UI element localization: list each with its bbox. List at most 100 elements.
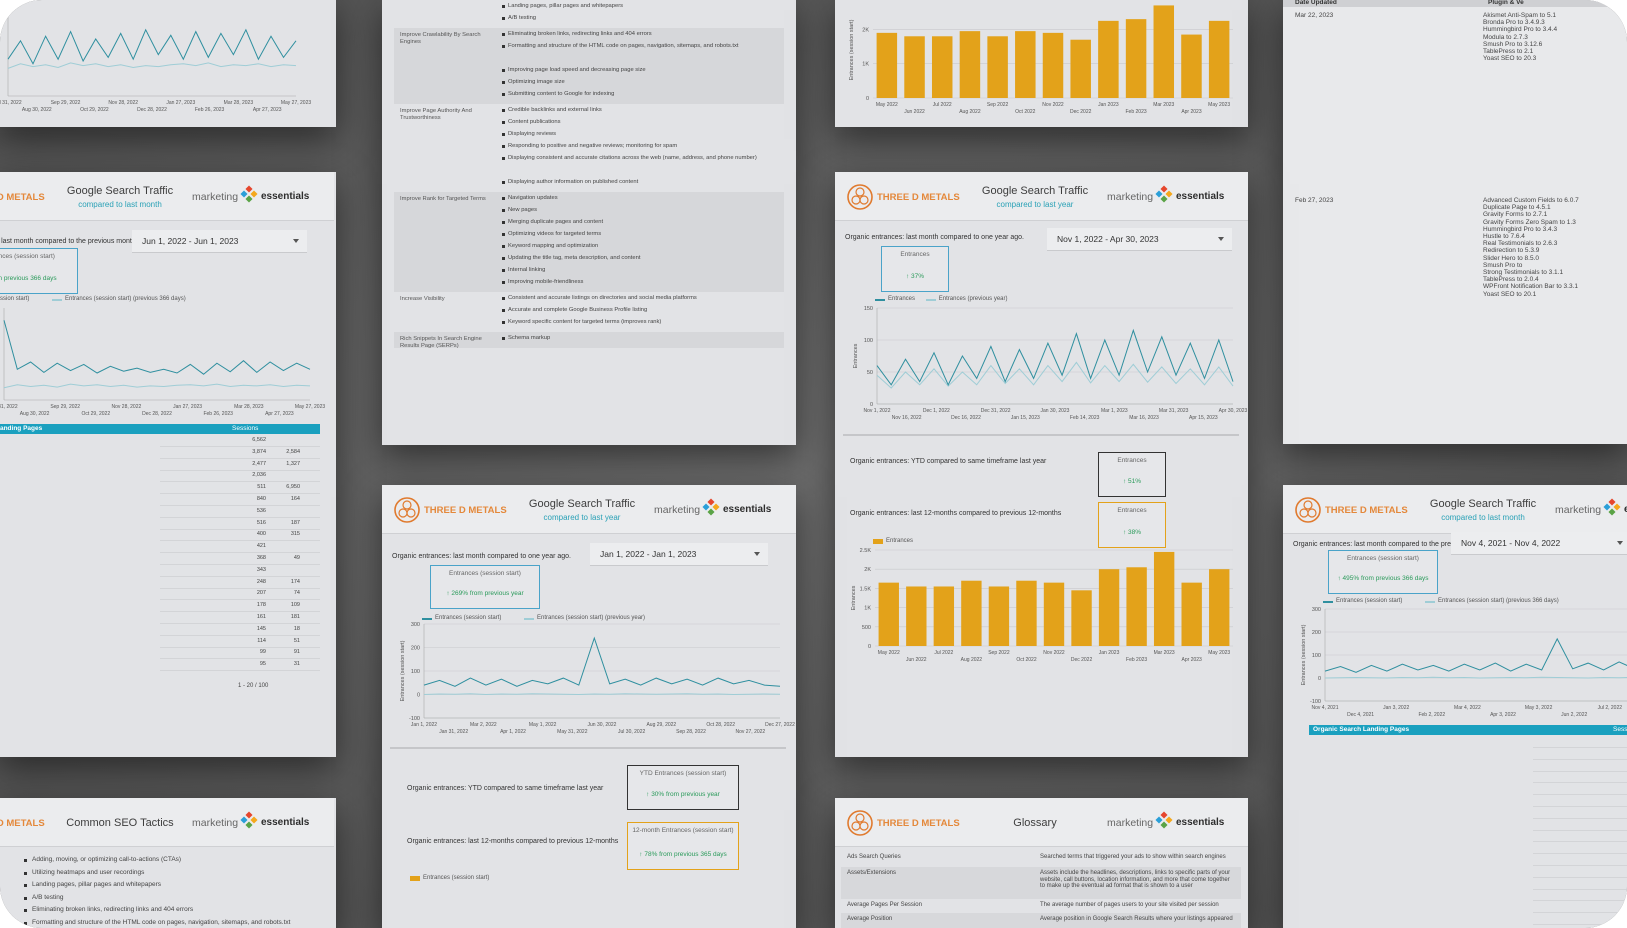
legend-label: Entrances (session start) xyxy=(435,615,502,621)
y-axis-label: Entrances xyxy=(853,343,859,368)
y-axis-label: Entrances xyxy=(851,585,857,610)
plugin: Bronda Pro to 3.4.9.3 xyxy=(1483,19,1545,27)
partner-name: essentials xyxy=(1176,191,1225,202)
cell: 31 xyxy=(293,661,300,668)
tactic: Landing pages, pillar pages and whitepap… xyxy=(508,3,624,9)
x-tick-label: Jun 30, 2022 xyxy=(588,722,617,728)
legend-label: Entrances xyxy=(888,296,916,302)
row-line xyxy=(1533,794,1627,796)
partner-logo xyxy=(240,185,258,203)
scorecard-label: Entrances xyxy=(900,251,930,258)
date-range-picker[interactable]: Nov 1, 2022 - Apr 30, 2023 xyxy=(1047,228,1232,251)
cell: 51 xyxy=(293,637,300,644)
date-range-picker[interactable]: Jan 1, 2022 - Jan 1, 2023 xyxy=(590,543,768,566)
partner-name: marketing xyxy=(654,504,701,516)
row-line xyxy=(1533,841,1627,843)
bar xyxy=(1098,20,1119,98)
logo-dot xyxy=(859,821,869,831)
cell: 3,874 xyxy=(252,448,266,455)
bullet xyxy=(502,69,505,72)
logo-tile xyxy=(245,821,253,829)
x-tick-label: Nov 28, 2022 xyxy=(112,404,142,410)
x-tick-label: May 27, 2023 xyxy=(281,100,312,106)
bar xyxy=(931,36,953,98)
logo-dot xyxy=(1303,500,1313,510)
bar xyxy=(1209,569,1230,646)
cell: 248 xyxy=(256,578,266,585)
legend-label: Entrances (previous year) xyxy=(938,296,1008,302)
card: THREE D METALS Glossary marketing essential… xyxy=(835,798,1248,928)
data-line xyxy=(876,328,1234,386)
scorecard-value: ↑ 269% from previous year xyxy=(446,590,524,597)
x-tick-label: Oct 29, 2022 xyxy=(81,411,110,417)
plugin: Smush Pro to xyxy=(1483,261,1523,269)
table-header xyxy=(0,424,320,434)
plugin: Hummingbird Pro to 3.4.3 xyxy=(1483,225,1558,233)
tactic: Consistent and accurate listings on dire… xyxy=(508,295,697,301)
logo-tile xyxy=(245,811,253,819)
report-subtitle: compared to last month xyxy=(78,200,162,209)
row-line xyxy=(160,646,320,648)
logo-tile xyxy=(707,508,715,516)
bullet xyxy=(502,197,505,200)
bar xyxy=(1208,20,1230,98)
table-row xyxy=(394,332,784,348)
x-tick-label: May 3, 2022 xyxy=(1525,705,1553,711)
x-tick-label: Feb 26, 2023 xyxy=(195,107,225,113)
y-tick-label: 2K xyxy=(864,567,871,573)
partner-logo xyxy=(1155,811,1173,829)
cell: 114 xyxy=(257,637,266,644)
table-header xyxy=(1283,0,1627,7)
scorecard: 12-month Entrances (session start) ↑ 78% … xyxy=(627,822,739,870)
x-tick-label: Nov 4, 2021 xyxy=(1312,705,1339,711)
x-tick-label: Jul 30, 2022 xyxy=(618,729,645,735)
logo-tile xyxy=(240,816,248,824)
divider xyxy=(390,747,786,749)
row-line xyxy=(160,670,320,672)
plugin: Advanced Custom Fields to 6.0.7 xyxy=(1483,197,1579,204)
bullet xyxy=(24,871,27,875)
term: Average Position xyxy=(847,916,893,922)
column-header: Date Updated xyxy=(1295,0,1337,6)
bullet xyxy=(24,896,27,900)
tactic: Utilizing heatmaps and user recordings xyxy=(32,868,145,876)
row-line xyxy=(160,481,320,483)
x-tick-label: Feb 14, 2023 xyxy=(1070,415,1100,421)
brand-name: THREE D METALS xyxy=(0,818,45,829)
report-header xyxy=(1283,485,1627,534)
row-line xyxy=(160,587,320,589)
tactic: Internal linking xyxy=(508,267,546,273)
bar xyxy=(1015,31,1036,99)
x-tick-label: Dec 27, 2022 xyxy=(765,722,795,728)
x-tick-label: Jan 2023 xyxy=(1098,102,1119,108)
card-body: Landing pages, pillar pages and whitepap… xyxy=(382,0,796,445)
x-tick-label: Jul 2022 xyxy=(934,650,953,656)
row-line xyxy=(1533,912,1627,914)
row-line xyxy=(160,540,320,542)
date-range-picker[interactable]: Nov 4, 2021 - Nov 4, 2022 xyxy=(1451,532,1627,555)
legend-swatch xyxy=(873,539,883,544)
cell: 1,327 xyxy=(286,460,300,467)
bullet xyxy=(502,233,505,236)
cell: 315 xyxy=(290,531,300,538)
y-tick-label: 0 xyxy=(417,693,420,699)
dropdown-caret xyxy=(754,552,760,556)
x-tick-label: Apr 1, 2022 xyxy=(500,729,526,735)
bar xyxy=(1181,582,1202,646)
row-line xyxy=(160,611,320,613)
scorecard: YTD Entrances (session start) ↑ 30% from … xyxy=(627,765,739,810)
dropdown-caret xyxy=(1218,237,1224,241)
date-range-picker[interactable]: Jun 1, 2022 - Jun 1, 2023 xyxy=(132,230,307,253)
x-tick-label: Oct 28, 2022 xyxy=(706,722,735,728)
y-tick-label: 300 xyxy=(411,622,420,628)
goal: Improve Crawlability By Search Engines xyxy=(400,32,481,45)
partner-logo xyxy=(1155,185,1173,203)
logo-dot xyxy=(859,195,869,205)
y-tick-label: 200 xyxy=(411,646,420,652)
cell: 400 xyxy=(256,531,266,538)
x-tick-label: Nov 2022 xyxy=(1043,650,1065,656)
legend-label: Entrances xyxy=(886,538,914,544)
cell: 164 xyxy=(290,496,300,502)
